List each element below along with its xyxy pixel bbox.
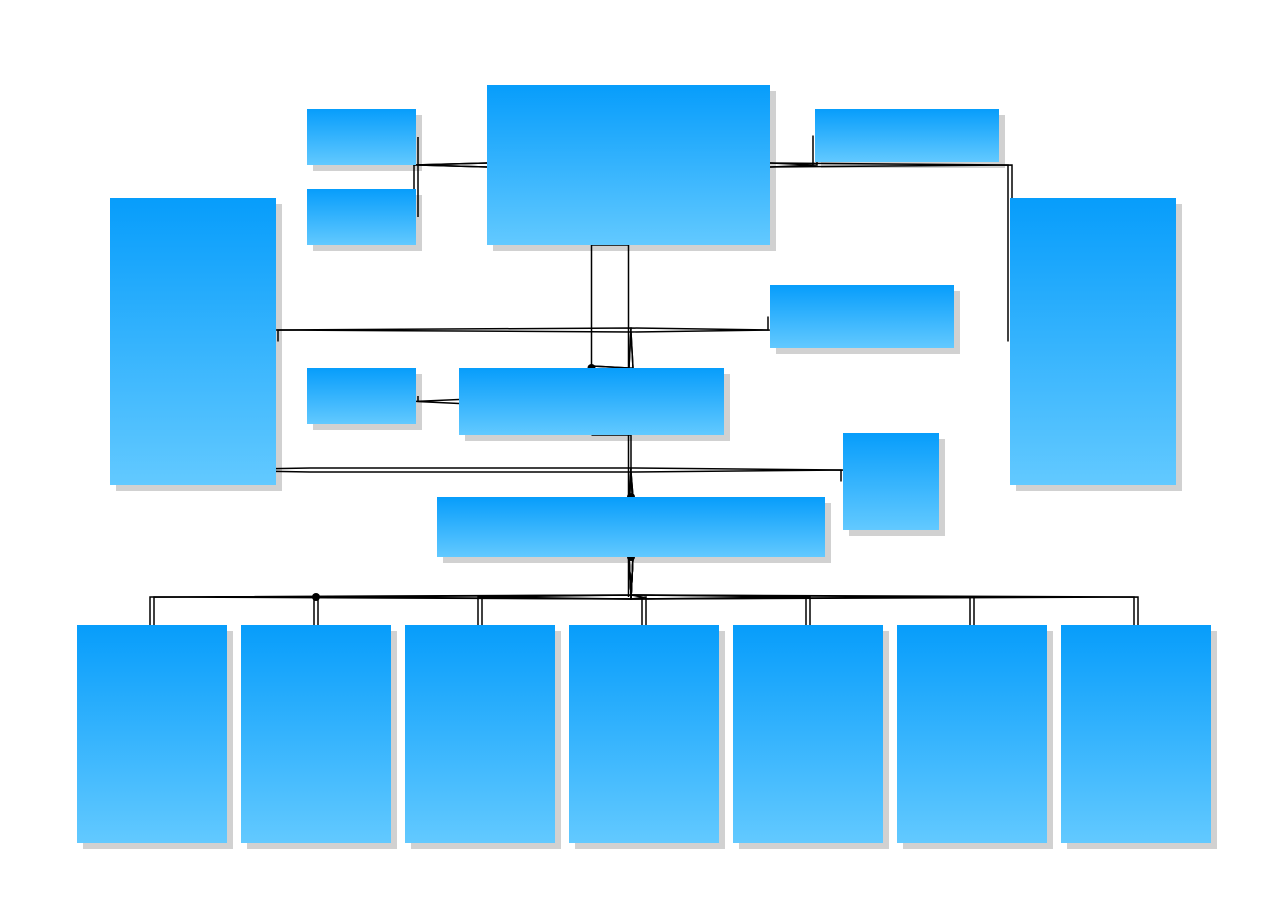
junction-dot xyxy=(312,593,320,601)
node-leaf-5 xyxy=(733,625,883,843)
connector xyxy=(592,245,629,368)
node-box xyxy=(307,189,416,245)
connector xyxy=(631,557,1138,625)
connector xyxy=(414,163,487,217)
node-top-right-1 xyxy=(815,109,999,162)
node-leaf-2 xyxy=(241,625,391,843)
node-box xyxy=(815,109,999,162)
node-mid-right-1 xyxy=(770,285,954,348)
node-square-right xyxy=(843,433,939,530)
connector xyxy=(478,557,631,625)
node-left-tall xyxy=(110,198,276,485)
node-box xyxy=(897,625,1047,843)
node-box xyxy=(307,109,416,165)
connector xyxy=(592,435,632,497)
node-leaf-4 xyxy=(569,625,719,843)
node-leaf-6 xyxy=(897,625,1047,843)
connector xyxy=(150,557,631,625)
connector xyxy=(770,136,817,168)
node-box xyxy=(770,285,954,348)
connector xyxy=(314,557,631,625)
connector xyxy=(770,136,813,166)
connector xyxy=(414,137,487,165)
node-box xyxy=(487,85,770,245)
node-box xyxy=(843,433,939,530)
node-wide-bar xyxy=(437,497,825,557)
connector xyxy=(418,396,459,404)
org-chart-diagram xyxy=(0,0,1280,904)
node-box xyxy=(110,198,276,485)
connector xyxy=(629,557,642,625)
node-box xyxy=(307,368,416,424)
connector xyxy=(318,557,633,625)
connector xyxy=(631,557,974,625)
connector xyxy=(274,328,631,368)
connector xyxy=(482,557,633,625)
connector xyxy=(631,557,646,625)
connector xyxy=(418,165,487,217)
node-box xyxy=(1061,625,1211,843)
connector xyxy=(629,468,841,497)
connector xyxy=(592,317,773,371)
connector xyxy=(631,470,845,497)
node-leaf-1 xyxy=(77,625,227,843)
node-box xyxy=(405,625,555,843)
node-box xyxy=(77,625,227,843)
node-box xyxy=(459,368,724,435)
node-box xyxy=(733,625,883,843)
connector xyxy=(629,557,970,625)
node-mid-center xyxy=(459,368,724,435)
node-leaf-3 xyxy=(405,625,555,843)
node-box xyxy=(241,625,391,843)
node-top-small-2 xyxy=(307,189,416,245)
connector xyxy=(631,557,810,625)
connector xyxy=(278,330,633,370)
connector xyxy=(592,317,769,369)
node-leaf-7 xyxy=(1061,625,1211,843)
node-box xyxy=(1010,198,1176,485)
node-mid-small-left xyxy=(307,368,416,424)
connector xyxy=(418,137,487,167)
node-right-tall xyxy=(1010,198,1176,485)
node-box xyxy=(437,497,825,557)
connector xyxy=(629,557,806,625)
node-top-main xyxy=(487,85,770,245)
node-top-small-1 xyxy=(307,109,416,165)
connector xyxy=(154,557,633,625)
connector xyxy=(629,557,1134,625)
node-box xyxy=(569,625,719,843)
